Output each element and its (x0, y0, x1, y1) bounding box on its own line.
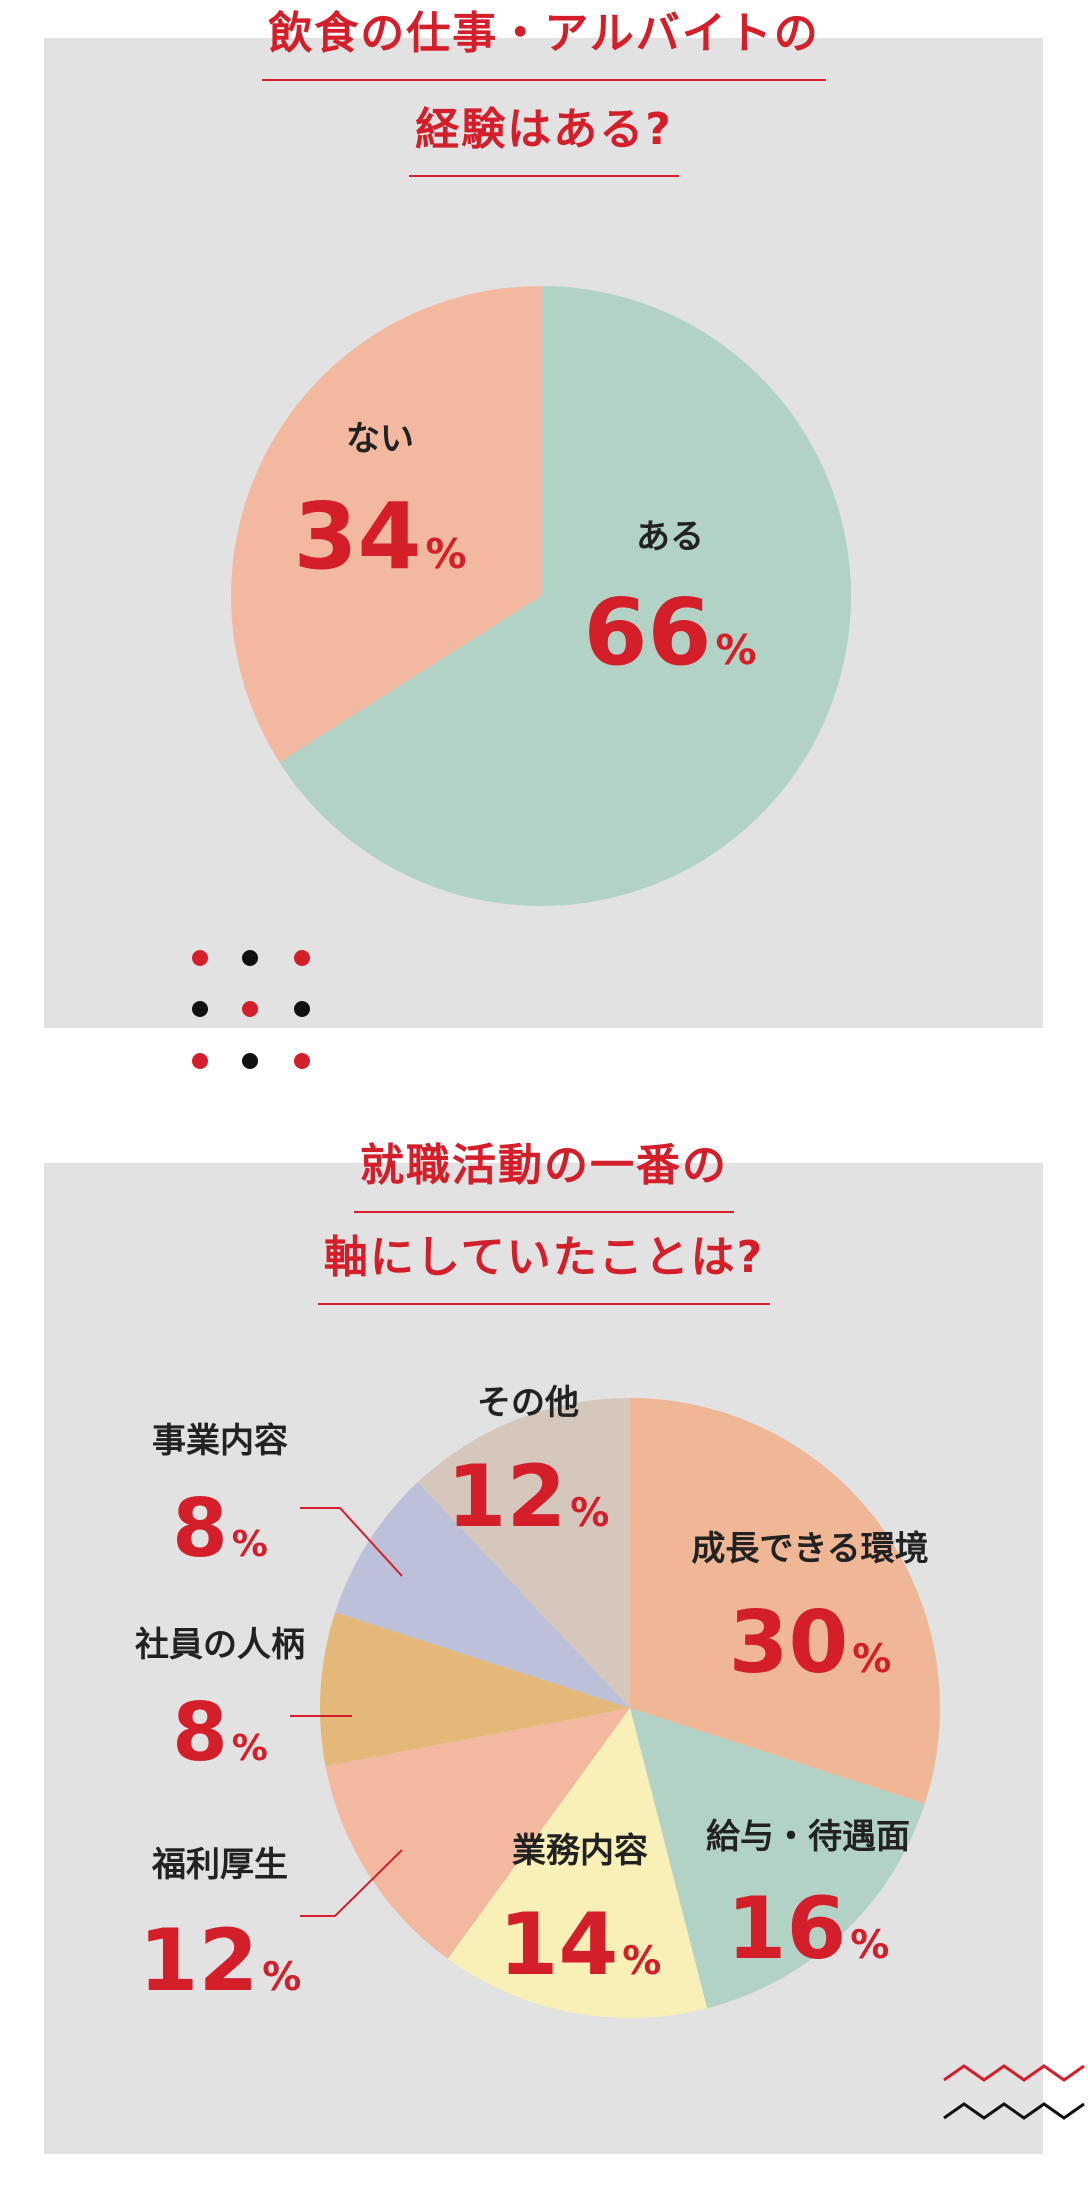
pie-slice (279, 286, 852, 907)
dot (242, 950, 258, 966)
zigzag-red (943, 2064, 1085, 2082)
slice-value: 12% (139, 1911, 302, 2011)
dot (294, 1053, 310, 1069)
pie-chart-experience: ある 66% ない 34% (231, 286, 852, 907)
chart2-title-line1: 就職活動の一番の (0, 1140, 1088, 1213)
pie-slice (630, 1708, 925, 2009)
chart1-title-line2: 経験はある? (0, 104, 1088, 177)
leader-line (300, 1849, 403, 1917)
slice-value: 30% (729, 1593, 892, 1693)
pie-slice (630, 1398, 940, 1804)
slice-label: 給与・待遇面 (706, 1817, 910, 1857)
pie-slice (319, 1612, 630, 1767)
pie-slice (231, 286, 541, 763)
zigzag-black (943, 2102, 1085, 2120)
pie-slice (325, 1708, 630, 1959)
slice-value: 8% (172, 1482, 268, 1575)
slice-value: 66% (583, 579, 756, 686)
pie-slice (447, 1708, 708, 2019)
dot (242, 1001, 258, 1017)
chart1-title-line1: 飲食の仕事・アルバイトの (0, 8, 1088, 81)
slice-label: ない (346, 419, 414, 459)
slice-label: 事業内容 (152, 1421, 288, 1461)
slice-label: その他 (477, 1383, 579, 1423)
slice-value: 14% (499, 1895, 662, 1995)
chart2-title-line2: 軸にしていたことは? (0, 1232, 1088, 1305)
slice-label: 福利厚生 (151, 1845, 288, 1885)
dot (192, 1053, 208, 1069)
slice-label: ある (636, 517, 704, 557)
slice-label: 成長できる環境 (691, 1529, 928, 1569)
dot (192, 1001, 208, 1017)
dot (294, 1001, 310, 1017)
slice-label: 社員の人柄 (135, 1625, 305, 1665)
slice-value: 34% (293, 483, 466, 590)
leader-line (300, 1507, 403, 1577)
slice-label: 業務内容 (512, 1831, 648, 1871)
dot (294, 950, 310, 966)
pie-slice (335, 1482, 630, 1708)
pie-slice (417, 1398, 630, 1708)
slice-value: 12% (447, 1447, 610, 1547)
slice-value: 16% (727, 1879, 890, 1979)
slice-value: 8% (172, 1686, 268, 1779)
dot (242, 1053, 258, 1069)
dot (192, 950, 208, 966)
